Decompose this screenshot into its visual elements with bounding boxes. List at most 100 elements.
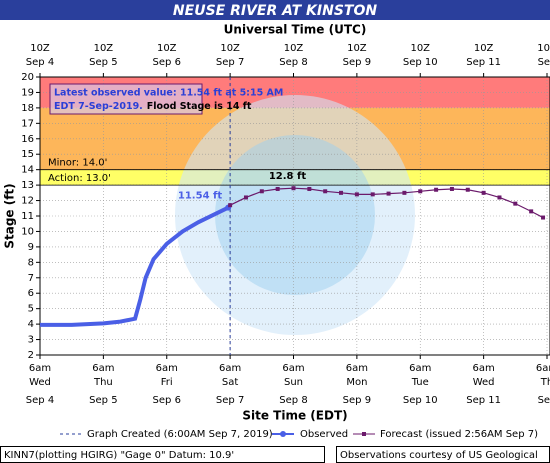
info-line: Latest observed value: 11.54 ft at 5:15 … (54, 88, 283, 99)
x-tick-date: Sep 9 (343, 395, 371, 406)
y-tick-label: 15 (21, 149, 34, 160)
forecast-marker (402, 190, 407, 195)
legend-label: Observed (300, 429, 348, 440)
x-tick-date: Sep 11 (466, 395, 501, 406)
x-tick-label: 6am (219, 363, 241, 374)
y-tick-label: 9 (28, 242, 34, 253)
forecast-marker (481, 190, 486, 195)
x-tick-date: Sep 8 (279, 395, 307, 406)
x-tick-weekday: Wed (29, 377, 51, 388)
forecast-marker (323, 189, 328, 194)
x-tick-weekday: Mon (346, 377, 367, 388)
top-x-tick-date: Sep 10 (403, 57, 438, 68)
y-tick-label: 16 (21, 134, 34, 145)
top-axis-label: Universal Time (UTC) (224, 23, 367, 37)
legend-label: Forecast (issued 2:56AM Sep 7) (380, 429, 538, 440)
forecast-marker (434, 187, 439, 192)
y-tick-label: 5 (28, 304, 34, 315)
top-x-tick-label: 10Z (94, 43, 114, 54)
forecast-marker (243, 195, 248, 200)
forecast-marker (307, 186, 312, 191)
legend-label: Graph Created (6:00AM Sep 7, 2019) (87, 429, 273, 440)
forecast-marker (541, 215, 546, 220)
y-tick-label: 20 (21, 72, 34, 83)
y-tick-label: 10 (21, 226, 34, 237)
chart-title: NEUSE RIVER AT KINSTON (173, 3, 377, 19)
watermark (215, 135, 375, 295)
forecast-marker (354, 192, 359, 197)
x-tick-date: Sep (538, 395, 550, 406)
y-tick-label: 6 (28, 288, 34, 299)
y-tick-label: 8 (28, 257, 34, 268)
annotation: 11.54 ft (178, 191, 222, 202)
x-tick-weekday: Tue (411, 377, 429, 388)
top-x-tick-label: 10Z (410, 43, 430, 54)
forecast-marker (418, 189, 423, 194)
x-tick-label: 6am (409, 363, 431, 374)
top-x-tick-date: Sep 8 (279, 57, 307, 68)
x-tick-weekday: Fri (161, 377, 173, 388)
forecast-marker (465, 187, 470, 192)
forecast-marker (497, 195, 502, 200)
forecast-marker (386, 191, 391, 196)
legend-swatch (362, 432, 366, 436)
y-tick-label: 19 (21, 87, 34, 98)
forecast-marker (291, 186, 296, 191)
x-tick-weekday: Th (540, 377, 550, 388)
top-x-tick-label: 10Z (284, 43, 304, 54)
title-bar (0, 0, 550, 20)
x-tick-label: 6am (29, 363, 51, 374)
y-tick-label: 14 (21, 165, 34, 176)
top-x-tick-date: Sep 11 (466, 57, 501, 68)
forecast-marker (259, 189, 264, 194)
x-tick-weekday: Thu (93, 377, 113, 388)
y-axis-label: Stage (ft) (3, 183, 17, 248)
x-tick-label: 6am (536, 363, 550, 374)
y-tick-label: 3 (28, 335, 34, 346)
forecast-marker (513, 201, 518, 206)
series-line (40, 205, 230, 327)
top-x-tick-label: 10Z (220, 43, 240, 54)
x-tick-label: 6am (92, 363, 114, 374)
top-x-tick-date: Sep 6 (153, 57, 181, 68)
y-tick-label: 18 (21, 103, 34, 114)
top-x-tick-label: 10Z (30, 43, 50, 54)
footer-left: KINN7(plotting HGIRG) "Gage 0" Datum: 10… (4, 450, 234, 461)
footer-right: Observations courtesy of US Geological (340, 450, 538, 461)
info-date: EDT 7-Sep-2019. (54, 101, 143, 112)
threshold-label: Action: 13.0' (48, 173, 111, 184)
y-tick-label: 17 (21, 118, 34, 129)
x-tick-label: 6am (473, 363, 495, 374)
info-box (49, 83, 203, 115)
x-axis-label: Site Time (EDT) (242, 409, 347, 423)
y-tick-label: 13 (21, 180, 34, 191)
x-tick-label: 6am (156, 363, 178, 374)
y-tick-label: 2 (28, 350, 34, 361)
top-x-tick-date: Sep 5 (89, 57, 117, 68)
x-tick-weekday: Sat (222, 377, 238, 388)
threshold-label: Minor: 14.0' (48, 158, 107, 169)
forecast-marker (339, 190, 344, 195)
info-flood: Flood Stage is 14 ft (147, 101, 252, 112)
top-x-tick-date: Sep (538, 57, 550, 68)
top-x-tick-date: Sep 9 (343, 57, 371, 68)
x-tick-date: Sep 5 (89, 395, 117, 406)
top-x-tick-date: Sep 7 (216, 57, 244, 68)
legend-swatch (280, 431, 286, 437)
x-tick-date: Sep 7 (216, 395, 244, 406)
forecast-marker (228, 203, 233, 208)
top-x-tick-date: Sep 4 (26, 57, 54, 68)
x-tick-date: Sep 4 (26, 395, 54, 406)
x-tick-weekday: Wed (473, 377, 495, 388)
forecast-marker (449, 186, 454, 191)
x-tick-weekday: Sun (284, 377, 303, 388)
info-line: EDT 7-Sep-2019. Flood Stage is 14 ft (54, 101, 252, 112)
top-x-tick-label: 10Z (347, 43, 367, 54)
y-tick-label: 7 (28, 273, 34, 284)
x-tick-label: 6am (346, 363, 368, 374)
forecast-marker (370, 192, 375, 197)
plot-frame (39, 76, 550, 356)
y-tick-label: 12 (21, 196, 34, 207)
